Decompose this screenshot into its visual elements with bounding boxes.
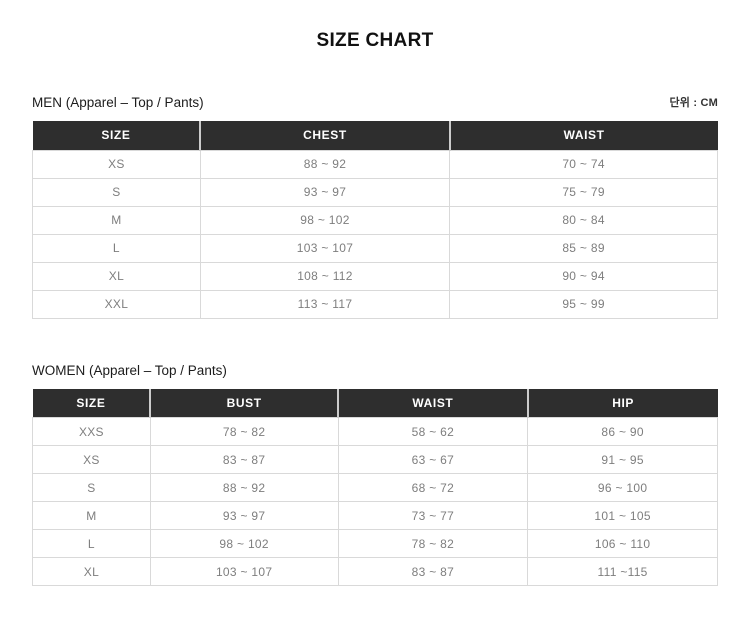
table-cell-waist: 80 ~ 84 bbox=[449, 205, 718, 235]
table-cell-size: M bbox=[32, 501, 151, 530]
table-cell-size: XS bbox=[32, 445, 151, 474]
table-cell-waist: 73 ~ 77 bbox=[337, 501, 529, 530]
table-cell-chest: 108 ~ 112 bbox=[199, 261, 451, 291]
men-section-label: MEN (Apparel – Top / Pants) bbox=[32, 95, 204, 110]
men-column-header-chest: CHEST bbox=[199, 121, 450, 150]
table-row: L 103 ~ 107 85 ~ 89 bbox=[32, 233, 718, 263]
table-cell-waist: 85 ~ 89 bbox=[449, 233, 718, 263]
table-row: L 98 ~ 102 78 ~ 82 106 ~ 110 bbox=[32, 529, 718, 558]
table-row: M 98 ~ 102 80 ~ 84 bbox=[32, 205, 718, 235]
table-row: S 88 ~ 92 68 ~ 72 96 ~ 100 bbox=[32, 473, 718, 502]
men-column-header-size: SIZE bbox=[32, 121, 201, 150]
table-cell-waist: 75 ~ 79 bbox=[449, 177, 718, 207]
table-cell-bust: 83 ~ 87 bbox=[149, 445, 339, 474]
men-section-header: MEN (Apparel – Top / Pants) 단위 : CM bbox=[32, 94, 718, 110]
table-row: XS 88 ~ 92 70 ~ 74 bbox=[32, 149, 718, 179]
table-cell-bust: 98 ~ 102 bbox=[149, 529, 339, 558]
table-cell-size: M bbox=[32, 205, 201, 235]
table-cell-hip: 91 ~ 95 bbox=[527, 445, 718, 474]
table-row: XXS 78 ~ 82 58 ~ 62 86 ~ 90 bbox=[32, 417, 718, 446]
women-column-header-waist: WAIST bbox=[337, 388, 528, 418]
table-row: XL 103 ~ 107 83 ~ 87 111 ~115 bbox=[32, 557, 718, 586]
table-cell-hip: 86 ~ 90 bbox=[527, 417, 718, 446]
table-cell-waist: 90 ~ 94 bbox=[449, 261, 718, 291]
table-cell-chest: 93 ~ 97 bbox=[199, 177, 451, 207]
men-section: MEN (Apparel – Top / Pants) 단위 : CM SIZE… bbox=[32, 94, 718, 319]
table-cell-hip: 106 ~ 110 bbox=[527, 529, 718, 558]
table-row: M 93 ~ 97 73 ~ 77 101 ~ 105 bbox=[32, 501, 718, 530]
women-section: WOMEN (Apparel – Top / Pants) SIZE BUST … bbox=[32, 363, 718, 586]
table-cell-size: S bbox=[32, 177, 201, 207]
table-cell-bust: 93 ~ 97 bbox=[149, 501, 339, 530]
table-cell-waist: 95 ~ 99 bbox=[449, 289, 718, 319]
women-section-header: WOMEN (Apparel – Top / Pants) bbox=[32, 363, 718, 378]
women-column-header-size: SIZE bbox=[32, 388, 151, 418]
table-cell-size: XL bbox=[32, 557, 151, 586]
women-size-table: SIZE BUST WAIST HIP XXS 78 ~ 82 58 ~ 62 … bbox=[32, 388, 718, 586]
table-cell-chest: 113 ~ 117 bbox=[199, 289, 451, 319]
table-cell-bust: 103 ~ 107 bbox=[149, 557, 339, 586]
table-cell-waist: 83 ~ 87 bbox=[337, 557, 529, 586]
table-cell-chest: 103 ~ 107 bbox=[199, 233, 451, 263]
table-cell-chest: 98 ~ 102 bbox=[199, 205, 451, 235]
table-cell-size: XL bbox=[32, 261, 201, 291]
women-table-header-row: SIZE BUST WAIST HIP bbox=[32, 388, 718, 418]
table-cell-size: XXL bbox=[32, 289, 201, 319]
table-cell-waist: 63 ~ 67 bbox=[337, 445, 529, 474]
unit-label: 단위 : CM bbox=[669, 97, 718, 109]
men-size-table: SIZE CHEST WAIST XS 88 ~ 92 70 ~ 74 S 93… bbox=[32, 121, 718, 319]
women-column-header-bust: BUST bbox=[149, 388, 338, 418]
table-row: XL 108 ~ 112 90 ~ 94 bbox=[32, 261, 718, 291]
table-row: S 93 ~ 97 75 ~ 79 bbox=[32, 177, 718, 207]
table-cell-chest: 88 ~ 92 bbox=[199, 149, 451, 179]
table-cell-size: L bbox=[32, 529, 151, 558]
table-row: XS 83 ~ 87 63 ~ 67 91 ~ 95 bbox=[32, 445, 718, 474]
table-cell-hip: 96 ~ 100 bbox=[527, 473, 718, 502]
table-cell-waist: 78 ~ 82 bbox=[337, 529, 529, 558]
table-cell-waist: 70 ~ 74 bbox=[449, 149, 718, 179]
table-cell-size: XS bbox=[32, 149, 201, 179]
page-title: SIZE CHART bbox=[316, 30, 434, 51]
table-cell-bust: 88 ~ 92 bbox=[149, 473, 339, 502]
size-chart-page: SIZE CHART MEN (Apparel – Top / Pants) 단… bbox=[32, 30, 718, 586]
table-cell-bust: 78 ~ 82 bbox=[149, 417, 339, 446]
table-cell-waist: 68 ~ 72 bbox=[337, 473, 529, 502]
table-cell-hip: 101 ~ 105 bbox=[527, 501, 718, 530]
men-table-header-row: SIZE CHEST WAIST bbox=[32, 121, 718, 150]
men-column-header-waist: WAIST bbox=[448, 121, 718, 150]
table-row: XXL 113 ~ 117 95 ~ 99 bbox=[32, 289, 718, 319]
table-cell-waist: 58 ~ 62 bbox=[337, 417, 529, 446]
table-cell-hip: 111 ~115 bbox=[527, 557, 718, 586]
table-cell-size: S bbox=[32, 473, 151, 502]
women-section-label: WOMEN (Apparel – Top / Pants) bbox=[32, 362, 227, 378]
table-cell-size: L bbox=[32, 233, 201, 263]
women-column-header-hip: HIP bbox=[526, 388, 718, 418]
table-cell-size: XXS bbox=[32, 417, 151, 446]
